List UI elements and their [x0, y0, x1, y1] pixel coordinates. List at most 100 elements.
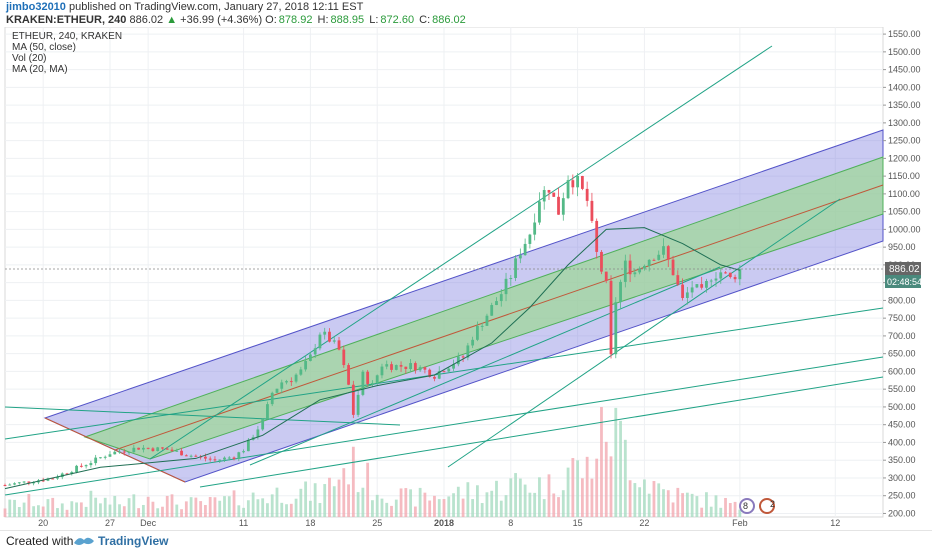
candle-body-38 — [184, 455, 188, 457]
candle-body-79 — [380, 366, 384, 376]
y-tick-label-10: 700.00 — [888, 331, 916, 341]
volume-bar-133 — [638, 487, 642, 517]
footer: Created with TradingView — [0, 530, 932, 551]
volume-bar-55 — [266, 503, 269, 517]
candle-body-101 — [485, 315, 489, 326]
volume-bar-34 — [165, 495, 169, 517]
volume-bar-150 — [719, 507, 723, 517]
volume-bar-50 — [242, 507, 245, 517]
volume-bar-137 — [657, 483, 661, 517]
volume-bar-68 — [328, 477, 331, 517]
candle-body-70 — [337, 340, 341, 350]
volume-bar-135 — [647, 493, 651, 517]
volume-bar-4 — [22, 502, 26, 517]
low-value: 872.60 — [378, 14, 417, 26]
candle-body-27 — [132, 447, 136, 453]
volume-bar-149 — [714, 495, 718, 517]
candle-body-46 — [223, 457, 226, 460]
candle-body-110 — [528, 234, 532, 244]
volume-bar-112 — [538, 477, 541, 517]
candle-body-12 — [60, 473, 64, 478]
price-tag — [885, 262, 921, 275]
candle-body-29 — [141, 447, 145, 450]
candle-body-113 — [542, 190, 546, 202]
volume-bar-145 — [695, 496, 699, 517]
volume-bars — [3, 407, 742, 517]
low-label: L: — [369, 14, 379, 26]
volume-bar-49 — [237, 505, 241, 517]
y-tick-label-4: 400.00 — [888, 437, 916, 447]
candle-body-117 — [561, 198, 565, 215]
volume-bar-12 — [60, 503, 64, 517]
volume-bar-14 — [70, 501, 74, 517]
volume-bar-78 — [375, 494, 379, 517]
candle-body-75 — [361, 371, 365, 395]
volume-bar-138 — [662, 489, 665, 517]
volume-bar-6 — [32, 506, 36, 517]
event-badge-1[interactable] — [739, 498, 755, 514]
price-chart[interactable]: 20 27 Dec 11 18 25 2018 8 15 22 Feb 12 200.00 250.00… — [0, 27, 932, 530]
candle-body-42 — [204, 456, 207, 459]
candle-body-134 — [643, 265, 646, 269]
volume-bar-35 — [170, 494, 174, 517]
volume-bar-42 — [204, 505, 207, 517]
volume-bar-106 — [509, 478, 513, 517]
candle-body-77 — [371, 383, 374, 385]
volume-bar-2 — [13, 499, 16, 517]
change-value: +36.99 (+4.36%) — [180, 14, 263, 26]
trend-drawings — [4, 45, 884, 496]
candle-body-96 — [461, 356, 465, 358]
volume-bar-91 — [437, 499, 441, 517]
volume-bar-60 — [289, 503, 293, 517]
event-badges[interactable]: 8 2 — [739, 498, 775, 514]
legend-vol: Vol (20) — [12, 53, 46, 64]
candle-body-121 — [580, 176, 584, 189]
volume-bar-82 — [394, 499, 398, 517]
event-badge-2[interactable] — [759, 498, 775, 514]
candle-body-65 — [313, 348, 317, 355]
y-tick-label-16: 1000.00 — [888, 224, 921, 234]
volume-bar-8 — [41, 506, 45, 517]
volume-bar-61 — [294, 498, 298, 517]
x-tick-label-7: 8 — [508, 518, 513, 528]
pitchfork-median-line — [114, 184, 884, 451]
volume-bar-118 — [566, 467, 570, 517]
candle-body-115 — [552, 192, 556, 197]
y-tick-label-1: 250.00 — [888, 491, 916, 501]
author-link[interactable]: jimbo32010 — [6, 1, 66, 13]
volume-bar-67 — [323, 484, 327, 517]
volume-bar-5 — [27, 494, 31, 517]
y-tick-label-8: 600.00 — [888, 366, 916, 376]
trendline-flat-3 — [4, 356, 884, 496]
symbol-label: KRAKEN:ETHEUR, 240 — [6, 14, 127, 26]
tradingview-brand-link[interactable]: TradingView — [98, 534, 169, 548]
candle-body-59 — [285, 381, 288, 383]
trendline-flat-1 — [4, 406, 401, 426]
y-axis: 200.00 250.00 300.00 350.00 400.00 450.00 500.… — [883, 29, 921, 518]
candle-body-106 — [509, 278, 513, 280]
volume-bar-37 — [180, 509, 183, 517]
volume-bar-100 — [480, 503, 484, 517]
candle-body-20 — [99, 457, 102, 459]
volume-bar-62 — [299, 488, 303, 517]
candle-body-124 — [595, 220, 599, 252]
candle-body-64 — [308, 354, 312, 361]
volume-bar-73 — [351, 446, 355, 517]
candle-body-142 — [681, 284, 684, 298]
candle-body-47 — [227, 457, 231, 459]
candle-body-24 — [118, 451, 121, 453]
volume-bar-89 — [428, 500, 432, 517]
candle-body-69 — [332, 340, 336, 342]
candle-body-122 — [585, 188, 589, 201]
tradingview-logo-icon[interactable] — [72, 533, 96, 547]
x-tick-label-11: 12 — [830, 518, 840, 528]
x-tick-label-10: Feb — [732, 518, 748, 528]
candle-body-1 — [8, 484, 12, 486]
candle-body-13 — [65, 473, 69, 475]
y-tick-label-19: 1150.00 — [888, 171, 920, 181]
volume-bar-154 — [738, 509, 742, 517]
candle-body-119 — [571, 180, 575, 188]
volume-bar-113 — [542, 499, 546, 517]
candle-body-151 — [724, 272, 727, 274]
volume-bar-75 — [361, 487, 365, 517]
